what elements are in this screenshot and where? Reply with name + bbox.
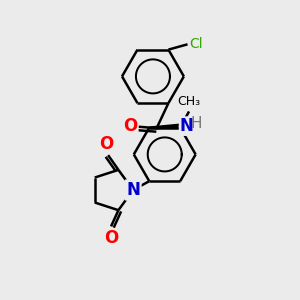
Text: Cl: Cl xyxy=(189,37,202,51)
Text: O: O xyxy=(124,117,138,135)
Text: N: N xyxy=(126,181,140,199)
Text: CH₃: CH₃ xyxy=(178,95,201,108)
Text: O: O xyxy=(100,135,114,153)
Text: N: N xyxy=(180,117,194,135)
Text: O: O xyxy=(104,229,118,247)
Text: H: H xyxy=(190,116,202,131)
